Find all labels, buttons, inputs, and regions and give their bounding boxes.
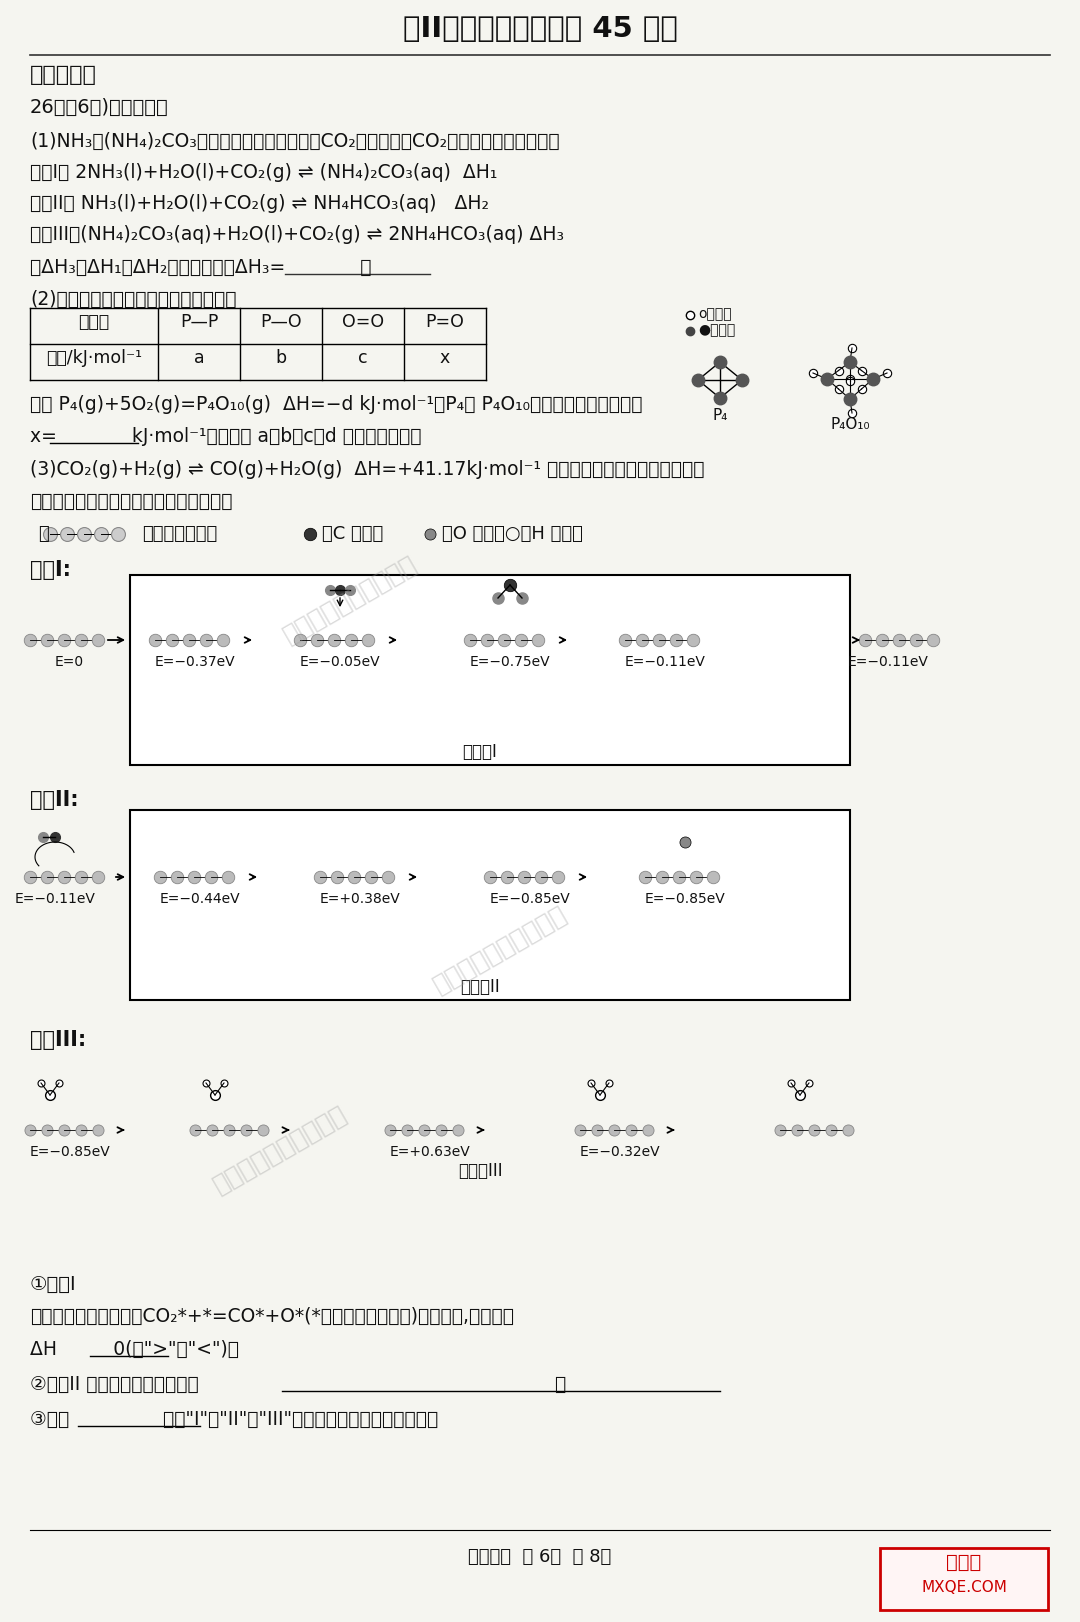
Text: E=−0.85eV: E=−0.85eV [645, 892, 726, 907]
Text: 方框内的反应方程式为CO₂*+*=CO*+O*(*为催化剂活性位点)由图可知,其反应热: 方框内的反应方程式为CO₂*+*=CO*+O*(*为催化剂活性位点)由图可知,其… [30, 1307, 514, 1327]
Text: MXQE.COM: MXQE.COM [921, 1580, 1007, 1594]
Text: E=+0.63eV: E=+0.63eV [390, 1145, 471, 1160]
Text: E=−0.44eV: E=−0.44eV [160, 892, 241, 907]
Text: 则ΔH₃与ΔH₁、ΔH₂之间的关系是ΔH₃=    。: 则ΔH₃与ΔH₁、ΔH₂之间的关系是ΔH₃= 。 [30, 258, 372, 277]
Text: 为金属催化剂，: 为金属催化剂， [141, 526, 217, 543]
Text: x: x [440, 349, 450, 367]
Bar [130, 576, 850, 766]
Text: E=+0.38eV: E=+0.38eV [320, 892, 401, 907]
Text: E=−0.75eV: E=−0.75eV [470, 655, 551, 668]
Text: b: b [275, 349, 286, 367]
Text: 步骤I:: 步骤I: [30, 560, 71, 581]
Text: E=−0.11eV: E=−0.11eV [14, 892, 95, 907]
Text: 26．（6分)按要求填空: 26．（6分)按要求填空 [30, 97, 168, 117]
Text: 步骤II:: 步骤II: [30, 790, 79, 809]
Text: ②步骤II 方框内的反应方程式为                   。: ②步骤II 方框内的反应方程式为 。 [30, 1375, 566, 1393]
Text: ●磷原子: ●磷原子 [698, 323, 735, 337]
Text: E=−0.11eV: E=−0.11eV [848, 655, 929, 668]
Text: 为C 原子，: 为C 原子， [322, 526, 383, 543]
Text: 微信公众号试卷发案例: 微信公众号试卷发案例 [279, 551, 421, 647]
Text: 键能/kJ·mol⁻¹: 键能/kJ·mol⁻¹ [46, 349, 143, 367]
Text: a: a [193, 349, 204, 367]
Bar [880, 1547, 1048, 1611]
Text: 反应II： NH₃(l)+H₂O(l)+CO₂(g) ⇌ NH₄HCO₃(aq)   ΔH₂: 反应II： NH₃(l)+H₂O(l)+CO₂(g) ⇌ NH₄HCO₃(aq)… [30, 195, 489, 212]
Text: 过渡态II: 过渡态II [460, 978, 500, 996]
Text: E=−0.05eV: E=−0.05eV [299, 655, 380, 668]
Text: 高三化学  第 6页  共 8页: 高三化学 第 6页 共 8页 [469, 1547, 611, 1565]
Text: (2)下表所示是部分化学键的键能参数：: (2)下表所示是部分化学键的键能参数： [30, 290, 237, 310]
Text: ①步骤I: ①步骤I [30, 1275, 77, 1294]
Text: 过渡态III: 过渡态III [458, 1161, 502, 1179]
Text: ③步骤     （填"I"、"II"或"III"）是该反应的速率控制步骤。: ③步骤 （填"I"、"II"或"III"）是该反应的速率控制步骤。 [30, 1410, 438, 1429]
Text: E=−0.11eV: E=−0.11eV [624, 655, 705, 668]
Text: E=−0.85eV: E=−0.85eV [489, 892, 570, 907]
Text: O=O: O=O [342, 313, 384, 331]
Text: E=−0.37eV: E=−0.37eV [154, 655, 235, 668]
Text: E=−0.32eV: E=−0.32eV [580, 1145, 660, 1160]
Text: o氧原子: o氧原子 [698, 307, 731, 321]
Text: 反应I： 2NH₃(l)+H₂O(l)+CO₂(g) ⇌ (NH₄)₂CO₃(aq)  ΔH₁: 反应I： 2NH₃(l)+H₂O(l)+CO₂(g) ⇌ (NH₄)₂CO₃(a… [30, 162, 498, 182]
Text: P—O: P—O [260, 313, 301, 331]
Text: （: （ [38, 526, 49, 543]
Text: 为O 原子，○为H 原子）: 为O 原子，○为H 原子） [442, 526, 583, 543]
Text: 步骤III:: 步骤III: [30, 1030, 86, 1049]
Text: 答案圈: 答案圈 [946, 1552, 982, 1572]
Text: x=    kJ·mol⁻¹。（用含 a、b、c、d 的代数式表示）: x= kJ·mol⁻¹。（用含 a、b、c、d 的代数式表示） [30, 427, 421, 446]
Text: E=0: E=0 [55, 655, 84, 668]
Text: 第II卷（非选择题　共 45 分）: 第II卷（非选择题 共 45 分） [403, 15, 677, 44]
Text: (3)CO₂(g)+H₂(g) ⇌ CO(g)+H₂O(g)  ΔH=+41.17kJ·mol⁻¹ 为逆水煤气变换反应，其反应历: (3)CO₂(g)+H₂(g) ⇌ CO(g)+H₂O(g) ΔH=+41.17… [30, 461, 704, 478]
Text: ΔH   0(填">"或"<")。: ΔH 0(填">"或"<")。 [30, 1340, 239, 1359]
Text: E=−0.85eV: E=−0.85eV [29, 1145, 110, 1160]
Text: 微信公众号试卷发案例: 微信公众号试卷发案例 [429, 902, 571, 998]
Text: 反应III：(NH₄)₂CO₃(aq)+H₂O(l)+CO₂(g) ⇌ 2NH₄HCO₃(aq) ΔH₃: 反应III：(NH₄)₂CO₃(aq)+H₂O(l)+CO₂(g) ⇌ 2NH₄… [30, 225, 564, 243]
Text: (1)NH₃和(NH₄)₂CO₃被用作工业捕碳剂（捕获CO₂），它们与CO₂可发生如下可逆反应：: (1)NH₃和(NH₄)₂CO₃被用作工业捕碳剂（捕获CO₂），它们与CO₂可发… [30, 131, 559, 151]
Text: c: c [359, 349, 368, 367]
Text: 过渡态I: 过渡态I [462, 743, 498, 761]
Text: P=O: P=O [426, 313, 464, 331]
Text: 微信公众号试卷发案例: 微信公众号试卷发案例 [210, 1101, 351, 1199]
Text: 程的微观示意和相对能量变化如图所示：: 程的微观示意和相对能量变化如图所示： [30, 491, 232, 511]
Text: 已知 P₄(g)+5O₂(g)=P₄O₁₀(g)  ΔH=−d kJ·mol⁻¹，P₄及 P₄O₁₀的结构如图所示。表中: 已知 P₄(g)+5O₂(g)=P₄O₁₀(g) ΔH=−d kJ·mol⁻¹，… [30, 396, 643, 414]
Text: P₄: P₄ [713, 409, 728, 423]
Text: 三、填空题: 三、填空题 [30, 65, 97, 84]
Text: P—P: P—P [179, 313, 218, 331]
Text: 化学键: 化学键 [79, 313, 109, 331]
Text: P₄O₁₀: P₄O₁₀ [831, 417, 869, 431]
Bar [130, 809, 850, 1001]
